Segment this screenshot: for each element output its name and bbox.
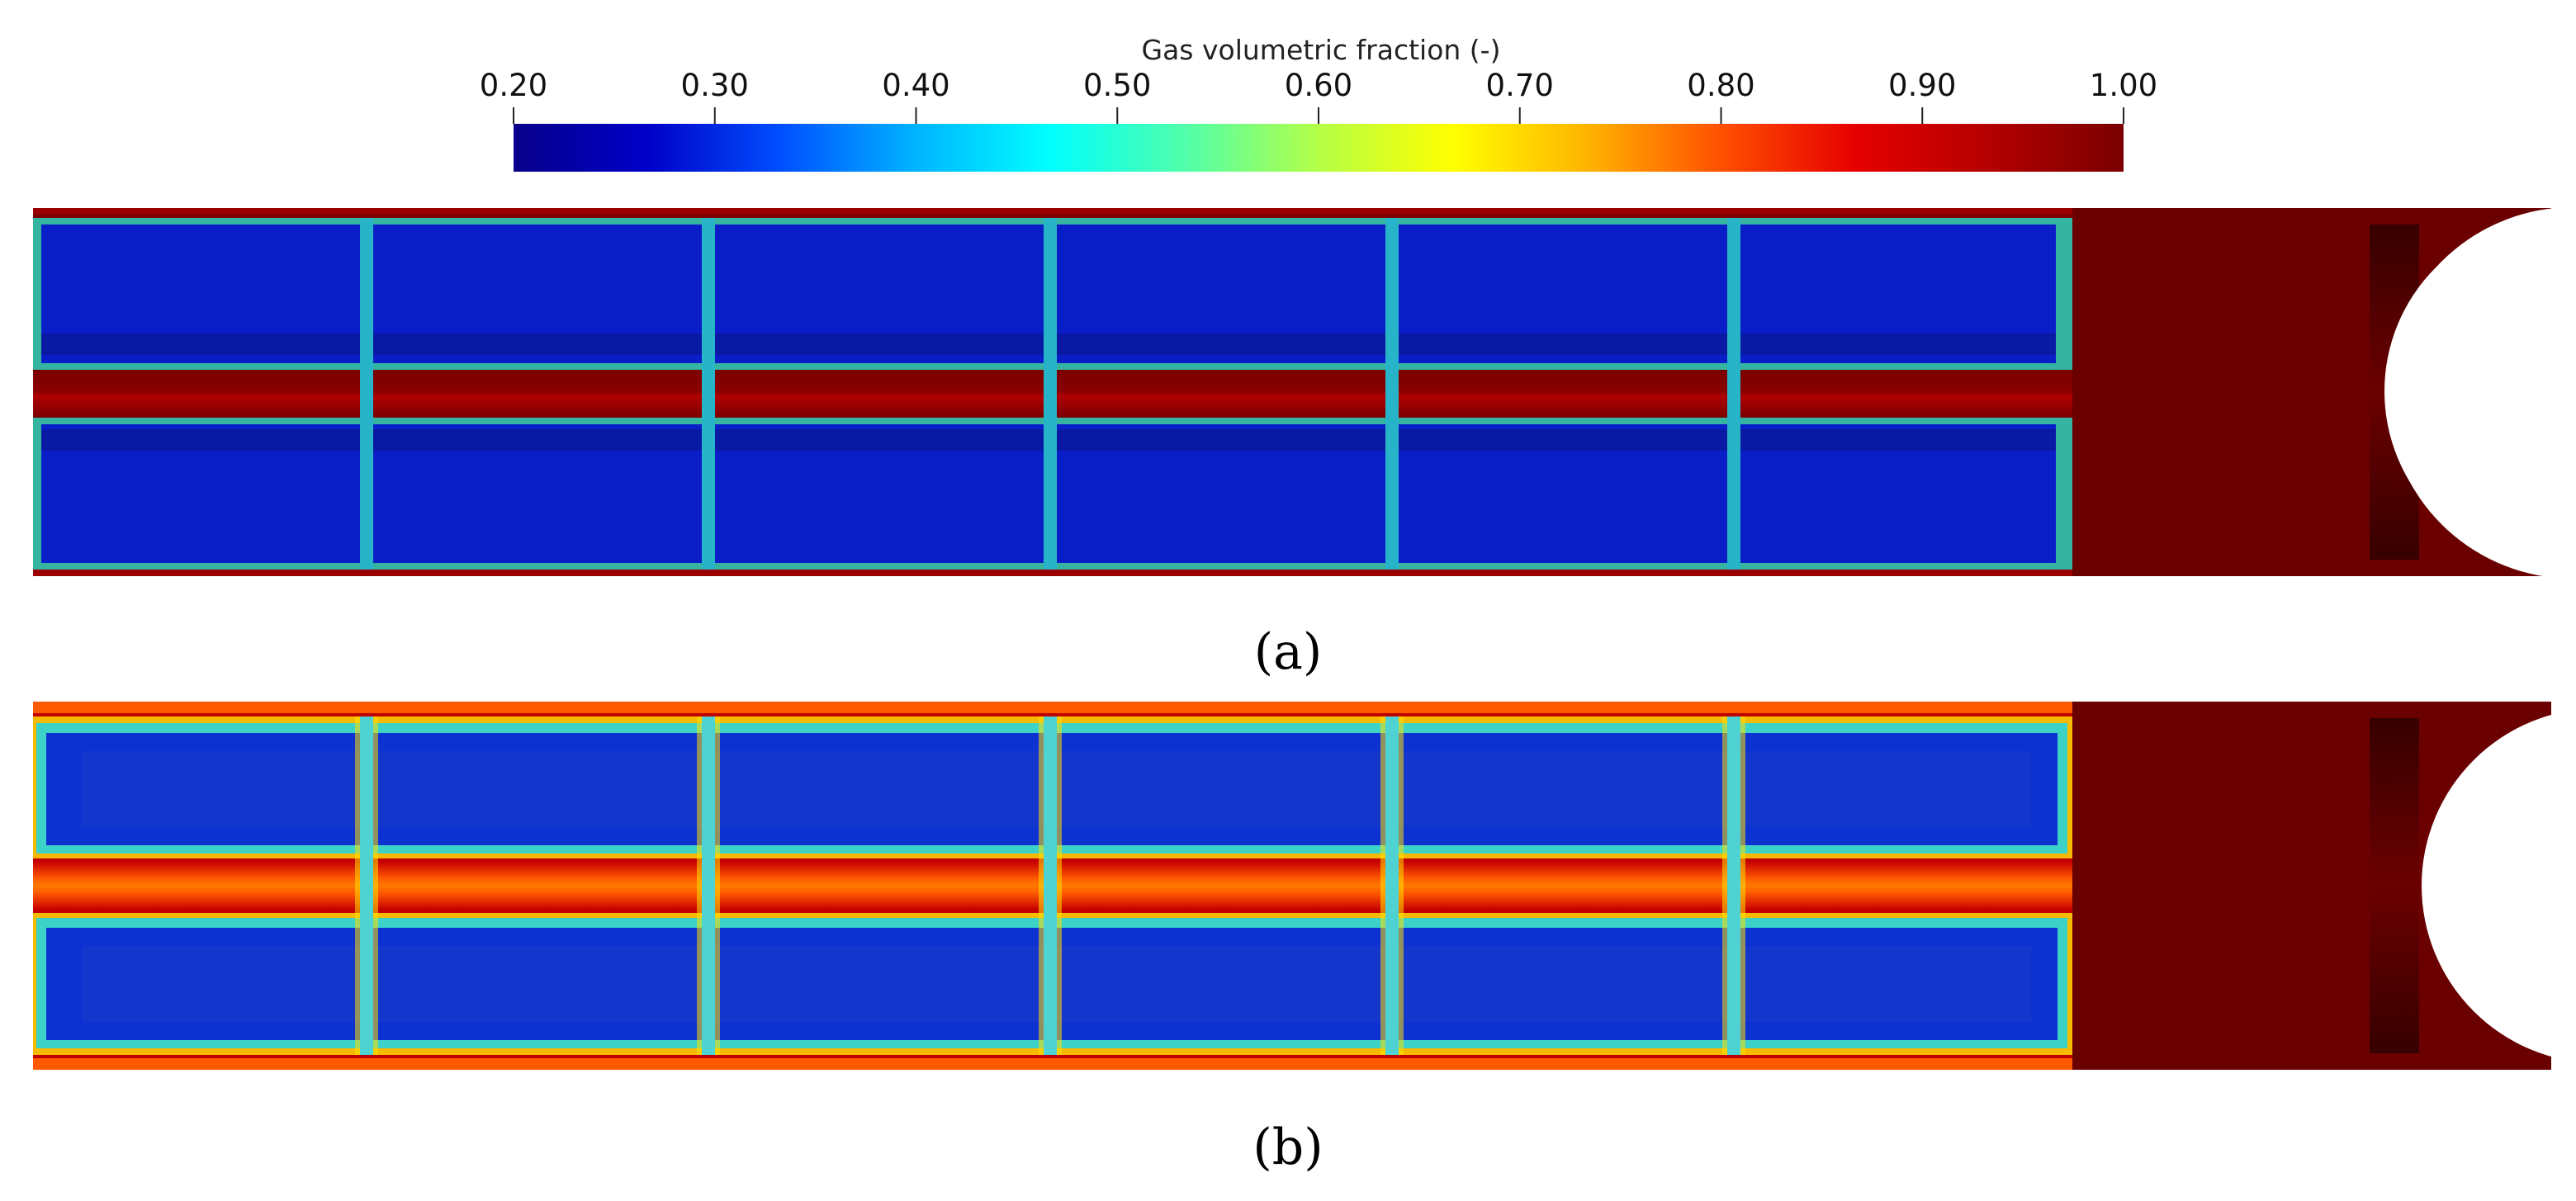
colorbar-tick-label: 0.90 — [1888, 68, 1956, 103]
panel-a-bottom-edge — [33, 570, 2072, 576]
colorbar-tick-label: 1.00 — [2090, 68, 2157, 103]
colorbar-gradient — [514, 124, 2124, 172]
panel-a: (a) — [33, 208, 2576, 681]
rib — [360, 218, 373, 570]
rib — [702, 218, 715, 570]
panel-a-ribs — [360, 218, 1740, 570]
panel-b-outlet-shadow — [2370, 718, 2419, 1053]
rib — [1727, 218, 1740, 570]
colorbar-tick-label: 0.30 — [681, 68, 749, 103]
colorbar-title: Gas volumetric fraction (-) — [1142, 34, 1501, 66]
colorbar-tick-label: 0.70 — [1486, 68, 1554, 103]
rib — [1727, 716, 1740, 1055]
panel-b-bottom-edge — [33, 1058, 2072, 1070]
panel-b-ribs — [355, 716, 1745, 1055]
panel-b: (b) — [33, 702, 2576, 1176]
colorbar-tick-label: 0.80 — [1687, 68, 1754, 103]
rib — [1044, 716, 1057, 1055]
rib — [1385, 716, 1399, 1055]
colorbar-tick-label: 0.50 — [1083, 68, 1151, 103]
panel-b-hole — [2422, 709, 2576, 1062]
colorbar-tick-label: 0.60 — [1285, 68, 1352, 103]
panel-b-top-edge — [33, 702, 2072, 713]
panel-a-top-edge — [33, 208, 2072, 215]
rib — [360, 716, 373, 1055]
rib — [1044, 218, 1057, 570]
panel-b-label: (b) — [1252, 1118, 1323, 1176]
rib — [702, 716, 715, 1055]
colorbar: Gas volumetric fraction (-) 0.20 0.30 0.40… — [480, 34, 2157, 172]
colorbar-tick-label: 0.20 — [480, 68, 547, 103]
colorbar-ticks: 0.20 0.30 0.40 0.50 0.60 0.70 0.80 0.90 1.00 — [480, 68, 2157, 124]
rib — [1385, 218, 1399, 570]
colorbar-tick-label: 0.40 — [882, 68, 949, 103]
panel-a-label: (a) — [1254, 623, 1323, 681]
panel-a-hole — [2422, 215, 2576, 569]
